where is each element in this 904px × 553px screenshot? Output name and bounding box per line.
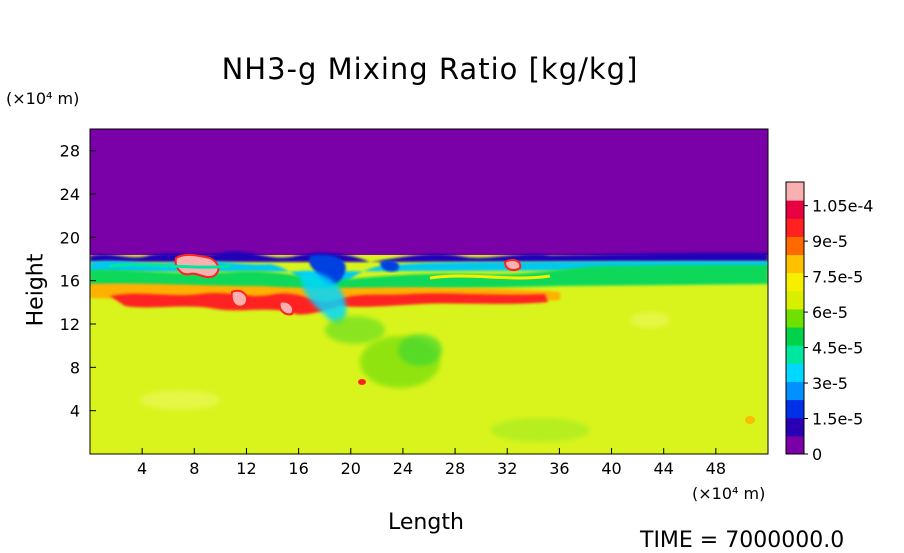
x-tick-label: 48 — [706, 459, 726, 478]
transition-cyan-band — [90, 260, 768, 300]
y-tick-label: 24 — [60, 185, 80, 204]
green-layer — [90, 265, 768, 291]
blue-intrusion-1 — [309, 254, 346, 286]
light-blob-2 — [630, 312, 670, 328]
green-swirl-2 — [398, 334, 442, 366]
colorbar — [785, 181, 805, 455]
colorbar-label: 4.5e-5 — [812, 339, 863, 358]
y-tick-label: 20 — [60, 228, 80, 247]
colorbar-frame — [785, 181, 805, 455]
colorbar-label: 9e-5 — [812, 232, 848, 251]
red-dot — [358, 379, 366, 385]
x-axis-label: Length — [388, 510, 464, 535]
colorbar-swatch — [786, 345, 804, 364]
colorbar-swatch — [786, 308, 804, 328]
y-tick-label: 28 — [60, 142, 80, 161]
colorbar-swatch — [786, 290, 804, 310]
colorbar-swatch — [786, 218, 804, 237]
upper-atmosphere-field — [90, 129, 768, 255]
x-tick-label: 36 — [549, 459, 569, 478]
chart-title: NH3-g Mixing Ratio [kg/kg] — [221, 52, 639, 86]
x-tick-label: 32 — [497, 459, 517, 478]
x-tick-label: 16 — [288, 459, 308, 478]
colorbar-swatch — [786, 435, 804, 455]
green-streak — [109, 263, 231, 269]
heatmap-field — [90, 129, 768, 454]
colorbar-swatch — [786, 381, 804, 401]
colorbar-label: 7.5e-5 — [812, 268, 863, 287]
colorbar-label: 1.05e-4 — [812, 197, 873, 216]
y-tick-label: 4 — [70, 402, 80, 421]
y-tick-label: 12 — [60, 315, 80, 334]
colorbar-label: 6e-5 — [812, 303, 848, 322]
colorbar-swatch — [786, 327, 804, 346]
x-tick-label: 40 — [601, 459, 621, 478]
colorbar-swatch — [786, 236, 804, 256]
light-blob-1 — [140, 390, 220, 410]
green-swirl-4 — [490, 418, 590, 442]
pink-patch-4 — [278, 300, 294, 316]
x-tick-label: 24 — [393, 459, 413, 478]
colorbar-label: 1.5e-5 — [812, 410, 863, 429]
boundary-blue-band — [90, 251, 768, 262]
yellow-streak — [429, 274, 551, 280]
colorbar-label: 3e-5 — [812, 374, 848, 393]
plot-frame — [89, 128, 769, 455]
colorbar-swatch — [786, 399, 804, 419]
x-tick-label: 4 — [137, 459, 147, 478]
colorbar-swatch — [786, 363, 804, 382]
x-tick-label: 20 — [341, 459, 361, 478]
x-tick-label: 44 — [654, 459, 674, 478]
green-swirl-3 — [325, 316, 385, 344]
y-axis-unit: (×10⁴ m) — [6, 89, 80, 108]
x-tick-label: 8 — [189, 459, 199, 478]
y-tick-label: 16 — [60, 272, 80, 291]
colorbar-label: 0 — [812, 445, 822, 464]
colorbar-swatch — [786, 272, 804, 292]
orange-dot — [745, 416, 755, 424]
cyan-plume — [300, 271, 347, 324]
pink-patch-3 — [503, 259, 522, 271]
colorbar-swatch — [786, 254, 804, 274]
colorbar-swatch — [786, 182, 804, 201]
x-tick-label: 12 — [236, 459, 256, 478]
y-tick-label: 8 — [70, 358, 80, 377]
colorbar-labels: 1.05e-4 9e-5 7.5e-5 6e-5 4.5e-5 3e-5 1.5e-5 0 — [804, 197, 873, 464]
x-ticks: 4 8 12 16 20 24 28 32 36 40 44 48 — [137, 448, 726, 478]
y-ticks: 4 8 12 16 20 24 28 — [60, 142, 96, 421]
blue-intrusion-2 — [380, 260, 399, 272]
pink-patch-2 — [230, 289, 248, 308]
colorbar-swatch — [786, 417, 804, 437]
colorbar-swatch — [786, 200, 804, 219]
x-tick-label: 28 — [445, 459, 465, 478]
x-axis-unit: (×10⁴ m) — [692, 484, 766, 503]
